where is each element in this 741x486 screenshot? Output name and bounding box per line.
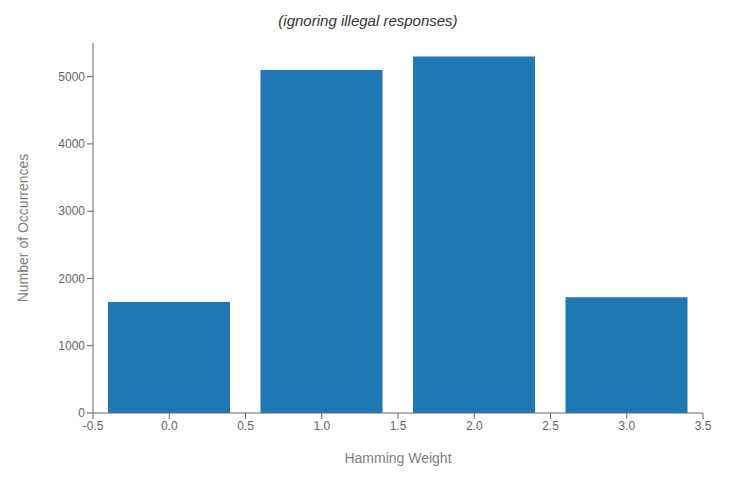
svg-text:1.5: 1.5	[390, 419, 407, 433]
svg-text:1000: 1000	[58, 339, 85, 353]
svg-text:2.0: 2.0	[466, 419, 483, 433]
svg-text:Hamming Weight: Hamming Weight	[344, 450, 451, 466]
svg-text:0.0: 0.0	[161, 419, 178, 433]
svg-text:-0.5: -0.5	[83, 419, 104, 433]
svg-text:1.0: 1.0	[313, 419, 330, 433]
svg-text:4000: 4000	[58, 137, 85, 151]
svg-text:5000: 5000	[58, 70, 85, 84]
svg-text:Number of Occurrences: Number of Occurrences	[15, 154, 31, 303]
svg-text:0.5: 0.5	[237, 419, 254, 433]
svg-text:2.5: 2.5	[542, 419, 559, 433]
html-text:(ignoring illegal responses): (ignoring illegal responses)	[278, 12, 458, 29]
svg-text:3000: 3000	[58, 204, 85, 218]
svg-text:3.0: 3.0	[618, 419, 635, 433]
svg-text:3.5: 3.5	[695, 419, 712, 433]
svg-text:0: 0	[78, 406, 85, 420]
svg-text:2000: 2000	[58, 272, 85, 286]
